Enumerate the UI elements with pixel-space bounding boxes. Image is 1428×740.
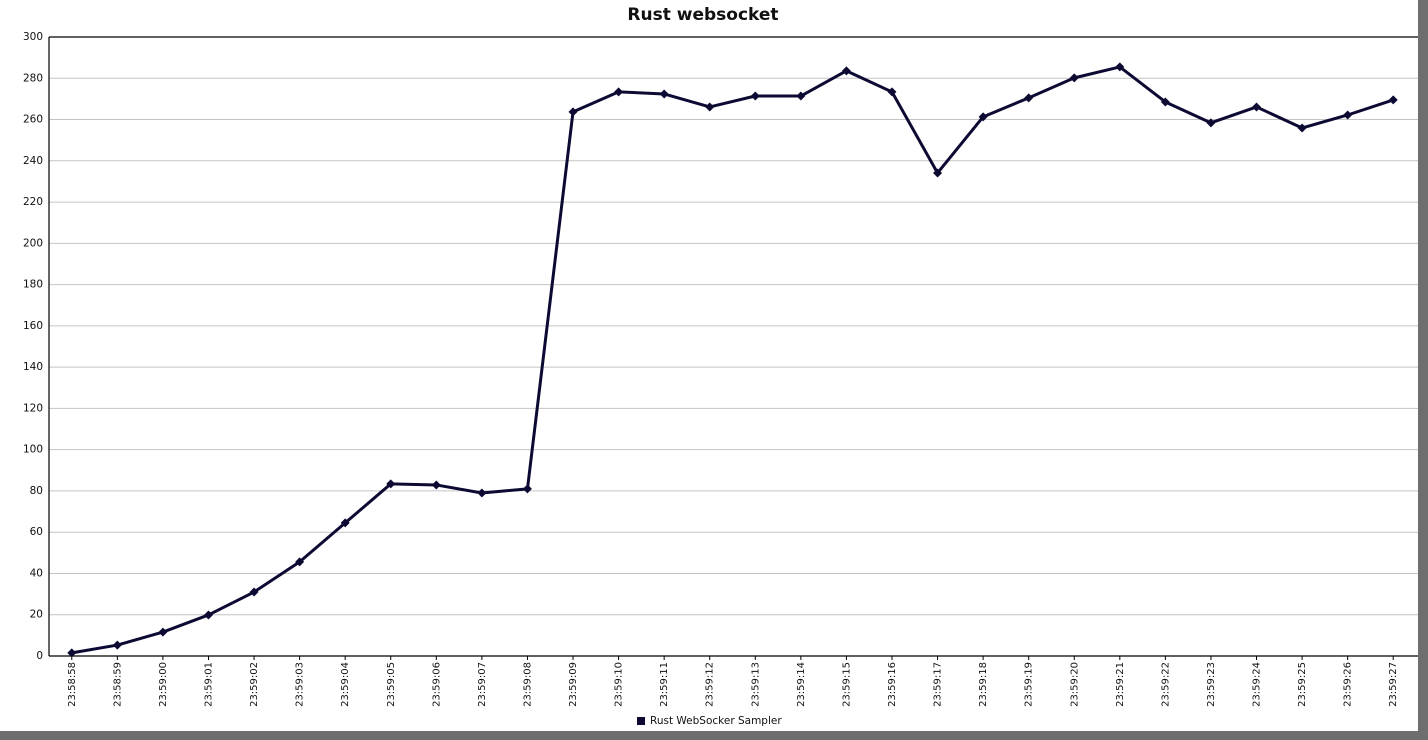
x-tick-label: 23:59:24 xyxy=(1252,662,1263,707)
x-tick-label: 23:59:02 xyxy=(249,662,260,707)
point-marker xyxy=(67,648,77,658)
x-tick-label: 23:59:11 xyxy=(659,662,670,707)
window-edge xyxy=(0,731,1428,740)
x-tick-label: 23:59:22 xyxy=(1160,662,1171,707)
point-marker xyxy=(431,480,441,490)
y-tick-label: 260 xyxy=(23,114,43,126)
x-tick-label: 23:59:06 xyxy=(431,662,442,707)
point-marker xyxy=(1297,123,1307,133)
x-tick-label: 23:59:27 xyxy=(1388,662,1399,707)
y-tick-label: 240 xyxy=(23,155,43,167)
x-tick-label: 23:59:10 xyxy=(614,662,625,707)
x-tick-label: 23:59:15 xyxy=(841,662,852,707)
point-marker xyxy=(614,87,624,97)
y-tick-label: 140 xyxy=(23,361,43,373)
point-marker xyxy=(1343,110,1353,120)
point-marker xyxy=(1069,73,1079,83)
x-tick-label: 23:59:00 xyxy=(158,662,169,707)
x-tick-label: 23:59:17 xyxy=(933,662,944,707)
legend-label: Rust WebSocker Sampler xyxy=(650,715,782,727)
x-tick-label: 23:59:23 xyxy=(1206,662,1217,707)
x-tick-label: 23:59:05 xyxy=(386,662,397,707)
point-marker xyxy=(933,168,943,178)
point-marker xyxy=(1252,102,1262,112)
point-marker xyxy=(295,557,305,567)
x-tick-label: 23:59:18 xyxy=(978,662,989,707)
point-marker xyxy=(477,488,487,498)
x-tick-label: 23:59:26 xyxy=(1343,662,1354,707)
x-tick-label: 23:59:08 xyxy=(522,662,533,707)
window-edge xyxy=(1418,0,1428,740)
x-tick-label: 23:59:21 xyxy=(1115,662,1126,707)
y-tick-label: 120 xyxy=(23,402,43,414)
x-tick-label: 23:59:25 xyxy=(1297,662,1308,707)
point-marker xyxy=(568,107,578,117)
x-tick-label: 23:59:01 xyxy=(203,662,214,707)
x-tick-label: 23:59:07 xyxy=(477,662,488,707)
x-tick-label: 23:59:12 xyxy=(705,662,716,707)
y-tick-label: 0 xyxy=(36,650,43,662)
point-marker xyxy=(158,627,168,637)
point-marker xyxy=(705,102,715,112)
point-marker xyxy=(659,89,669,99)
x-tick-label: 23:58:58 xyxy=(67,662,78,707)
y-tick-label: 300 xyxy=(23,31,43,43)
point-marker xyxy=(249,587,259,597)
x-tick-label: 23:59:13 xyxy=(750,662,761,707)
x-tick-label: 23:59:14 xyxy=(796,662,807,707)
legend-swatch xyxy=(637,717,645,725)
point-marker xyxy=(1206,118,1216,128)
y-tick-label: 160 xyxy=(23,320,43,332)
x-tick-label: 23:59:03 xyxy=(295,662,306,707)
point-marker xyxy=(112,640,122,650)
point-marker xyxy=(1024,93,1034,103)
point-marker xyxy=(978,112,988,122)
point-marker xyxy=(1160,97,1170,107)
y-tick-label: 80 xyxy=(30,485,43,497)
y-tick-label: 100 xyxy=(23,444,43,456)
point-marker xyxy=(1388,95,1398,105)
y-tick-label: 60 xyxy=(30,526,43,538)
point-marker xyxy=(1115,62,1125,72)
point-marker xyxy=(750,91,760,101)
x-tick-label: 23:59:20 xyxy=(1069,662,1080,707)
point-marker xyxy=(522,484,532,494)
x-tick-label: 23:58:59 xyxy=(112,662,123,707)
y-tick-label: 280 xyxy=(23,72,43,84)
x-tick-label: 23:59:19 xyxy=(1024,662,1035,707)
x-tick-label: 23:59:09 xyxy=(568,662,579,707)
point-marker xyxy=(841,66,851,76)
y-tick-label: 180 xyxy=(23,279,43,291)
chart-title: Rust websocket xyxy=(627,5,778,25)
point-marker xyxy=(203,610,213,620)
point-marker xyxy=(796,91,806,101)
y-tick-label: 220 xyxy=(23,196,43,208)
y-tick-label: 200 xyxy=(23,237,43,249)
point-marker xyxy=(386,479,396,489)
x-tick-label: 23:59:04 xyxy=(340,662,351,707)
y-tick-label: 40 xyxy=(30,567,43,579)
point-marker xyxy=(887,87,897,97)
y-tick-label: 20 xyxy=(30,609,43,621)
point-marker xyxy=(340,518,350,528)
series-line xyxy=(71,65,1394,655)
x-tick-label: 23:59:16 xyxy=(887,662,898,707)
